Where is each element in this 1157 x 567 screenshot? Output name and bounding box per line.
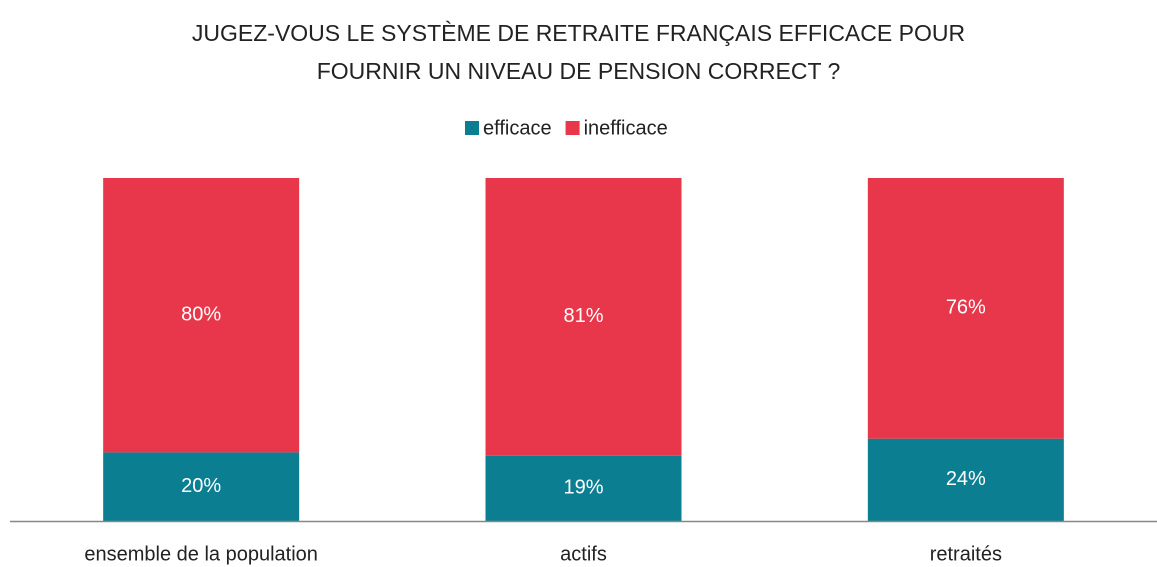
bar-segment <box>867 178 1064 439</box>
data-label: 19% <box>563 477 603 499</box>
chart-title: JUGEZ-VOUS LE SYSTÈME DE RETRAITE FRANÇA… <box>191 20 966 84</box>
legend-swatch <box>565 121 580 135</box>
data-label: 20% <box>181 475 221 497</box>
x-tick-label: retraités <box>930 543 1002 565</box>
data-label: 81% <box>563 305 603 327</box>
legend-swatch <box>465 121 479 135</box>
legend-label: efficace <box>483 117 552 139</box>
bar-segment <box>103 178 300 453</box>
legend-label: inefficace <box>584 117 668 139</box>
bar-segment <box>485 455 682 521</box>
data-label: 76% <box>946 297 986 319</box>
bar-segment <box>103 452 300 521</box>
data-label: 80% <box>181 303 221 325</box>
x-tick-label: ensemble de la population <box>84 543 318 565</box>
data-label: 24% <box>946 468 986 490</box>
bar-segment <box>485 178 682 456</box>
bar-segment <box>867 438 1064 521</box>
x-tick-label: actifs <box>560 543 607 565</box>
